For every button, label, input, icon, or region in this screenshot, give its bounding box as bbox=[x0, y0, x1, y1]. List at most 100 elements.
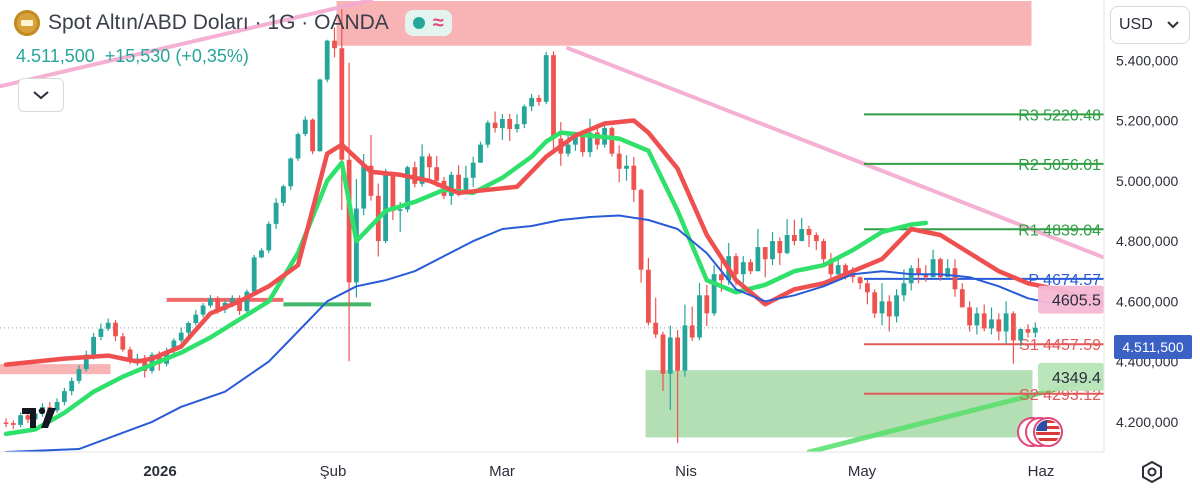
candle-119 bbox=[872, 292, 878, 314]
candle-124 bbox=[908, 268, 914, 284]
candle-15 bbox=[113, 322, 118, 337]
candle-12 bbox=[91, 336, 96, 355]
candle-95 bbox=[697, 295, 702, 338]
time-label-3: Nis bbox=[675, 463, 697, 480]
candle-84 bbox=[616, 153, 622, 169]
last-price: 4.511,500 bbox=[16, 46, 95, 66]
candle-136 bbox=[996, 319, 1002, 332]
candle-55 bbox=[405, 167, 410, 210]
candle-69 bbox=[507, 119, 513, 129]
candle-100 bbox=[733, 256, 739, 275]
candle-44 bbox=[324, 40, 330, 80]
candle-75 bbox=[551, 55, 556, 139]
candle-78 bbox=[573, 135, 578, 145]
candle-121 bbox=[886, 301, 892, 317]
candle-48 bbox=[354, 208, 359, 283]
candle-105 bbox=[770, 241, 775, 260]
candle-96 bbox=[704, 295, 710, 314]
currency-label: USD bbox=[1119, 16, 1153, 33]
chevron-down-icon bbox=[1167, 21, 1179, 29]
collapse-button[interactable] bbox=[18, 78, 64, 112]
candle-34 bbox=[251, 257, 257, 292]
candle-132 bbox=[967, 307, 972, 326]
candle-129 bbox=[945, 268, 951, 278]
price-tick-5: 5.200,000 bbox=[1116, 113, 1178, 129]
candle-73 bbox=[536, 97, 542, 102]
candle-98 bbox=[719, 274, 724, 281]
price-tick-4: 5.000,000 bbox=[1116, 173, 1178, 189]
candle-63 bbox=[463, 177, 469, 190]
candle-122 bbox=[894, 295, 899, 317]
symbol-title[interactable]: Spot Altın/ABD Doları · 1G · OANDA bbox=[48, 11, 389, 34]
candle-1 bbox=[10, 423, 16, 425]
market-status-badge[interactable]: ≈ bbox=[404, 10, 452, 36]
candle-77 bbox=[565, 144, 571, 154]
candle-108 bbox=[792, 235, 797, 242]
candle-64 bbox=[470, 162, 476, 178]
candle-81 bbox=[594, 132, 600, 145]
time-axis[interactable]: 2026 Şub Mar Nis May Haz bbox=[0, 451, 1104, 493]
candle-71 bbox=[521, 106, 527, 125]
candle-38 bbox=[281, 186, 286, 203]
price-axis[interactable]: 4.200,0004.400,0004.600,0004.800,0005.00… bbox=[1103, 0, 1200, 493]
candle-72 bbox=[529, 97, 534, 107]
candle-130 bbox=[952, 268, 958, 290]
candle-16 bbox=[120, 336, 126, 350]
candle-14 bbox=[105, 322, 111, 329]
candle-17 bbox=[127, 349, 133, 360]
candle-23 bbox=[171, 340, 177, 352]
candle-94 bbox=[689, 325, 695, 338]
candle-134 bbox=[981, 313, 987, 329]
candle-104 bbox=[762, 247, 768, 260]
candle-68 bbox=[500, 119, 505, 129]
trendline-0 bbox=[0, 0, 373, 89]
moving-averages bbox=[3, 118, 1162, 453]
us-flag-event-icon[interactable] bbox=[1017, 417, 1063, 447]
candle-140 bbox=[1025, 329, 1031, 333]
candle-87 bbox=[638, 189, 644, 270]
candle-139 bbox=[1018, 329, 1024, 341]
candle-24 bbox=[178, 332, 184, 341]
pivot-label-3: P 4674.57 bbox=[1028, 272, 1101, 289]
candle-133 bbox=[974, 313, 980, 326]
currency-button[interactable]: USD bbox=[1110, 6, 1190, 44]
candle-135 bbox=[989, 319, 994, 329]
candle-26 bbox=[193, 314, 199, 324]
candle-52 bbox=[383, 174, 388, 242]
candle-62 bbox=[456, 174, 461, 190]
series-line-slow_ma bbox=[3, 118, 1162, 367]
candle-54 bbox=[397, 209, 403, 211]
candle-57 bbox=[419, 156, 425, 184]
candle-141 bbox=[1032, 327, 1038, 333]
level-tag-0: 4605.5 bbox=[1052, 293, 1101, 310]
zone-2 bbox=[0, 364, 111, 375]
candle-74 bbox=[543, 55, 549, 102]
price-tick-3: 4.800,000 bbox=[1116, 233, 1178, 249]
tradingview-logo-icon[interactable] bbox=[22, 407, 56, 428]
candle-0 bbox=[3, 422, 9, 424]
candle-109 bbox=[799, 229, 805, 242]
candle-41 bbox=[302, 119, 308, 135]
candle-39 bbox=[288, 158, 294, 187]
quote-line: 4.511,500 +15,530 (+0,35%) bbox=[16, 46, 249, 67]
candle-35 bbox=[259, 250, 264, 258]
time-axis-bg bbox=[0, 452, 1104, 493]
chevron-down-icon bbox=[33, 91, 49, 100]
settings-hexagon-icon[interactable] bbox=[1140, 460, 1164, 484]
candle-131 bbox=[959, 289, 965, 308]
zone-1 bbox=[645, 370, 1033, 438]
market-open-dot-icon bbox=[412, 17, 425, 29]
candle-61 bbox=[448, 174, 454, 196]
candle-107 bbox=[784, 235, 790, 254]
candle-103 bbox=[755, 247, 761, 272]
candle-7 bbox=[54, 401, 60, 411]
candle-43 bbox=[317, 79, 323, 152]
candle-13 bbox=[98, 328, 104, 337]
candle-137 bbox=[1003, 313, 1009, 332]
candle-97 bbox=[711, 274, 717, 314]
candle-79 bbox=[580, 135, 586, 153]
candle-49 bbox=[361, 165, 367, 209]
candle-90 bbox=[660, 334, 666, 374]
current-price-tag: 4.511,500 bbox=[1114, 335, 1192, 359]
